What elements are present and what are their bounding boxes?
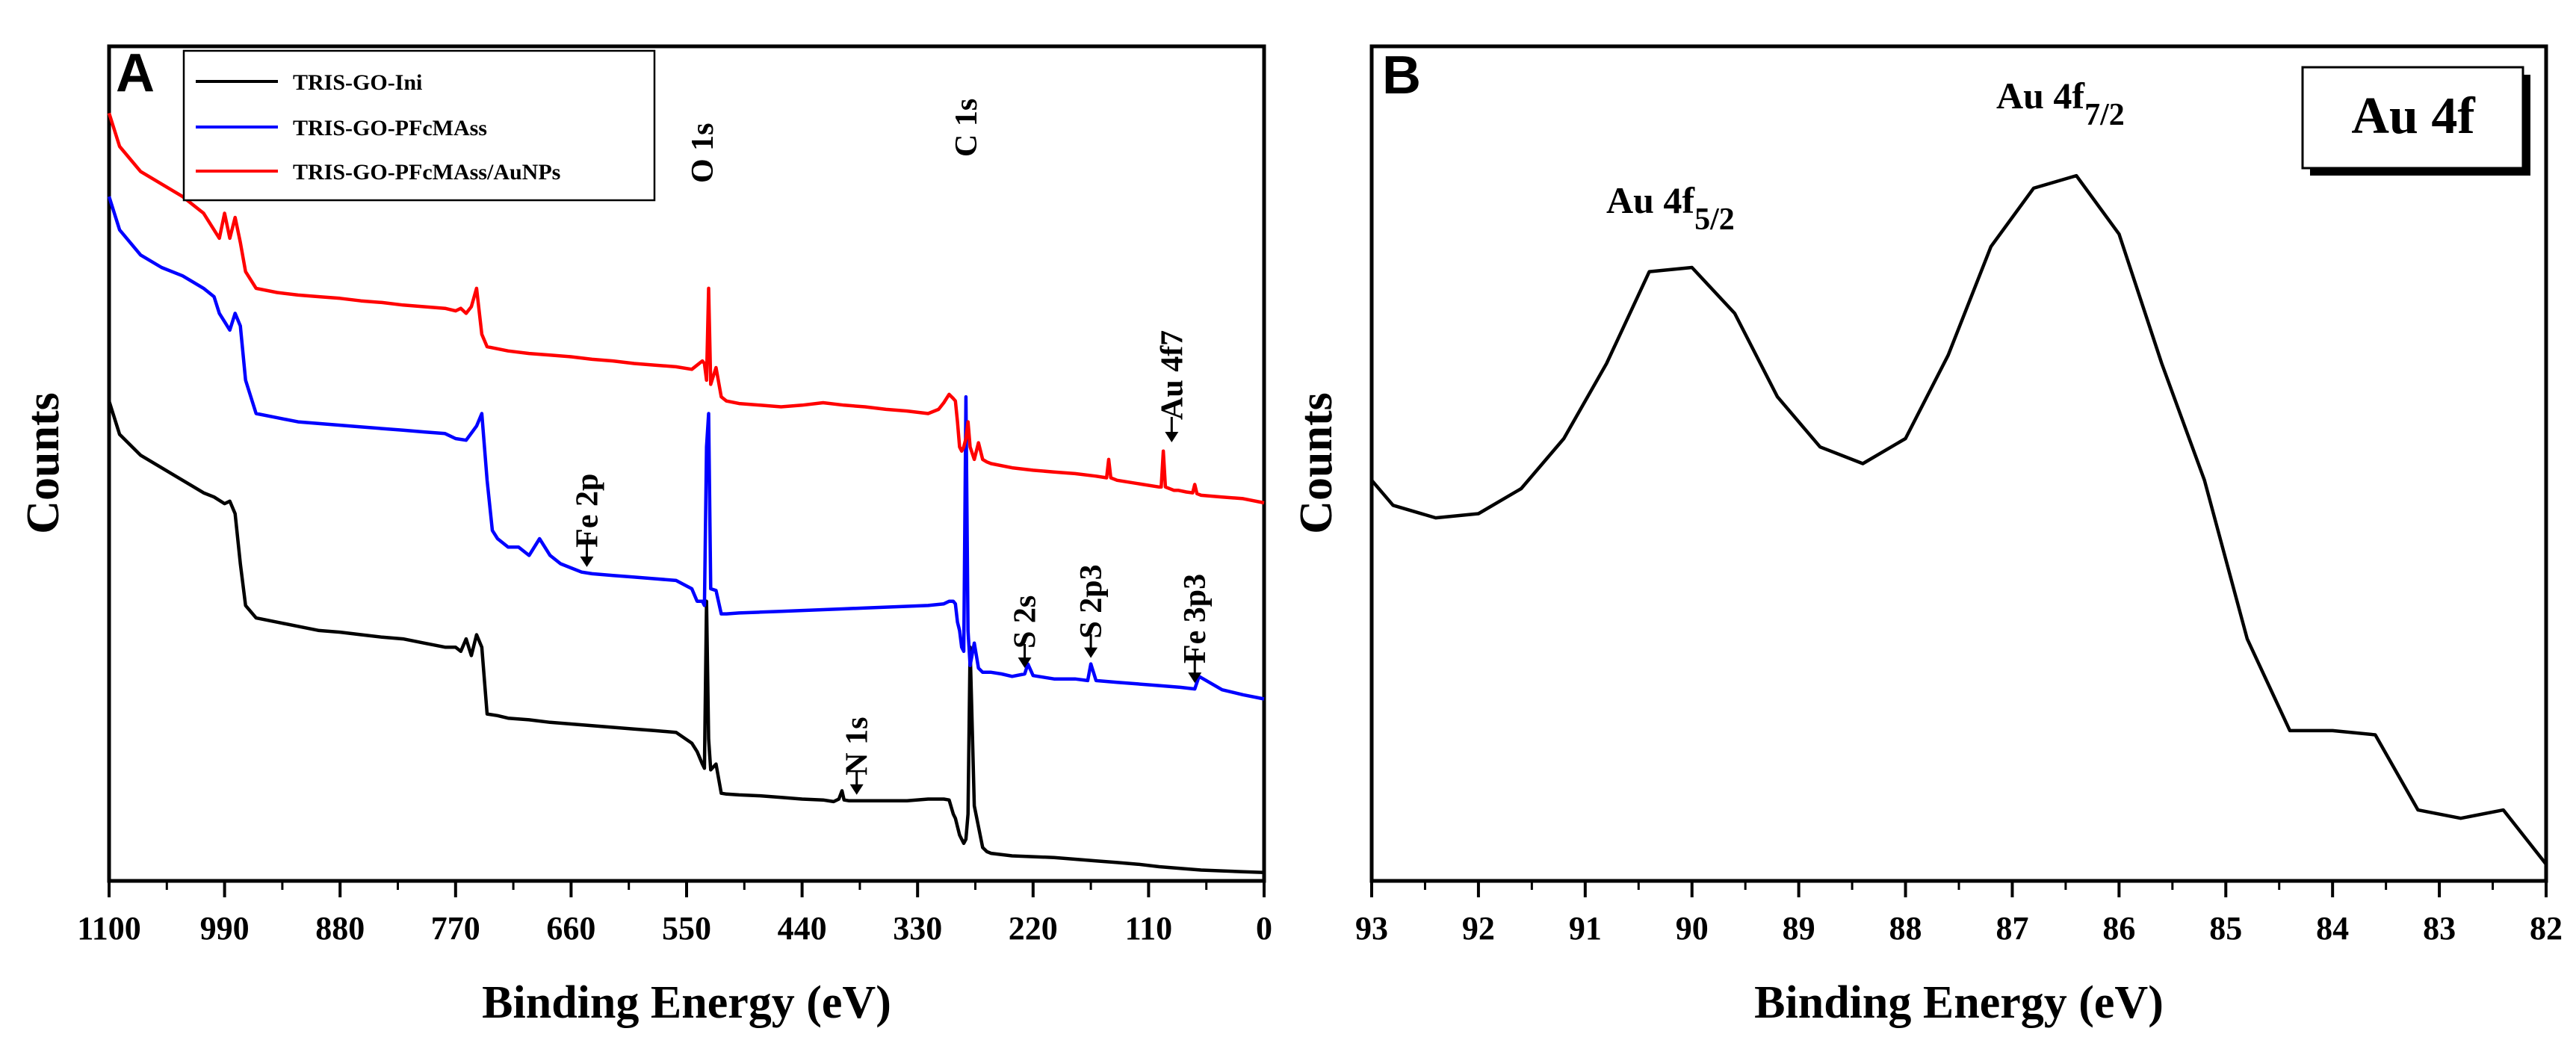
series-line-2 — [107, 112, 1265, 505]
panel-a-annotations: N 1s Fe 2p S 2s S 2p3 Fe 3p3 O 1s C 1s Au 4f7 — [570, 99, 1213, 795]
panel-b-ticks: 93 92 91 90 89 88 87 86 85 84 83 82 — [1355, 881, 2563, 947]
panel-b-title-box: Au 4f — [2301, 66, 2530, 176]
annotation-arrow-head — [849, 784, 864, 795]
x-tick-label: 91 — [1569, 910, 1602, 947]
peak-label-au4f52: Au 4f5/2 — [1606, 179, 1735, 237]
x-tick-label: 83 — [2423, 910, 2456, 947]
series-line-0 — [107, 400, 1265, 875]
annotation-label: S 2s — [1009, 595, 1043, 649]
x-tick-label: 770 — [431, 910, 480, 947]
title-box-frame — [2301, 66, 2524, 170]
panel-a-y-axis-title: Counts — [18, 392, 69, 534]
x-tick-label: 84 — [2316, 910, 2349, 947]
annotation-arrow-head — [1188, 672, 1202, 684]
peak-label-au4f72: Au 4f7/2 — [1996, 75, 2125, 132]
x-tick-label: 86 — [2102, 910, 2135, 947]
panel-b-y-axis-title: Counts — [1291, 392, 1342, 534]
peak-label: O 1s — [686, 123, 720, 183]
legend-label-ini: TRIS-GO-Ini — [293, 70, 422, 95]
x-tick-label: 93 — [1355, 910, 1388, 947]
x-tick-label: 87 — [1996, 910, 2028, 947]
title-box-shadow-right — [2523, 75, 2530, 176]
x-tick-label: 85 — [2209, 910, 2242, 947]
x-tick-label: 1100 — [77, 910, 141, 947]
x-tick-label: 82 — [2530, 910, 2563, 947]
panel-a: 1100 990 880 770 660 550 440 330 220 110 0 N 1sFe … — [18, 43, 1272, 1028]
x-tick-label: 92 — [1462, 910, 1495, 947]
x-tick-label: 0 — [1256, 910, 1272, 947]
panel-b-title: Au 4f — [2351, 87, 2475, 145]
panel-b-letter: B — [1382, 46, 1421, 105]
legend-label-pfcmass: TRIS-GO-PFcMAss — [293, 116, 487, 140]
x-tick-label: 89 — [1783, 910, 1815, 947]
x-tick-label: 220 — [1009, 910, 1058, 947]
annotation-arrow-head — [1018, 657, 1032, 668]
panel-b-series — [1370, 173, 2548, 866]
annotation-label: S 2p3 — [1074, 564, 1109, 638]
annotation-arrow-head — [1084, 647, 1098, 658]
series-line-1 — [107, 196, 1265, 701]
panel-a-ticks: 1100 990 880 770 660 550 440 330 220 110 0 — [77, 881, 1272, 947]
legend-label-aunps: TRIS-GO-PFcMAss/AuNPs — [293, 160, 560, 185]
annotation-arrow-head — [580, 556, 594, 567]
x-tick-label: 88 — [1889, 910, 1922, 947]
annotation-label: Fe 2p — [570, 474, 604, 548]
x-tick-label: 660 — [546, 910, 595, 947]
panel-b-x-axis-title: Binding Energy (eV) — [1754, 977, 2164, 1028]
annotation-label: N 1s — [840, 717, 875, 776]
x-tick-label: 990 — [200, 910, 250, 947]
panel-a-x-axis-title: Binding Energy (eV) — [482, 977, 891, 1028]
x-tick-label: 110 — [1125, 910, 1173, 947]
peak-label: Au 4f7 — [1155, 330, 1189, 420]
series-line-0 — [1370, 173, 2548, 866]
x-tick-label: 550 — [662, 910, 711, 947]
annotation-label: Fe 3p3 — [1178, 574, 1213, 663]
annotation-arrow-head — [1165, 432, 1179, 442]
panel-a-legend: TRIS-GO-Ini TRIS-GO-PFcMAss TRIS-GO-PFcM… — [182, 49, 656, 202]
x-tick-label: 90 — [1676, 910, 1709, 947]
x-tick-label: 330 — [893, 910, 942, 947]
peak-label: C 1s — [950, 99, 984, 157]
x-tick-label: 880 — [315, 910, 365, 947]
x-tick-label: 440 — [778, 910, 827, 947]
title-box-shadow-bottom — [2310, 168, 2530, 176]
panel-a-series — [107, 112, 1265, 875]
panel-a-letter: A — [116, 43, 155, 103]
panel-b: 93 92 91 90 89 88 87 86 85 84 83 82 B Au 4f Au 4f5/… — [1291, 44, 2563, 1028]
